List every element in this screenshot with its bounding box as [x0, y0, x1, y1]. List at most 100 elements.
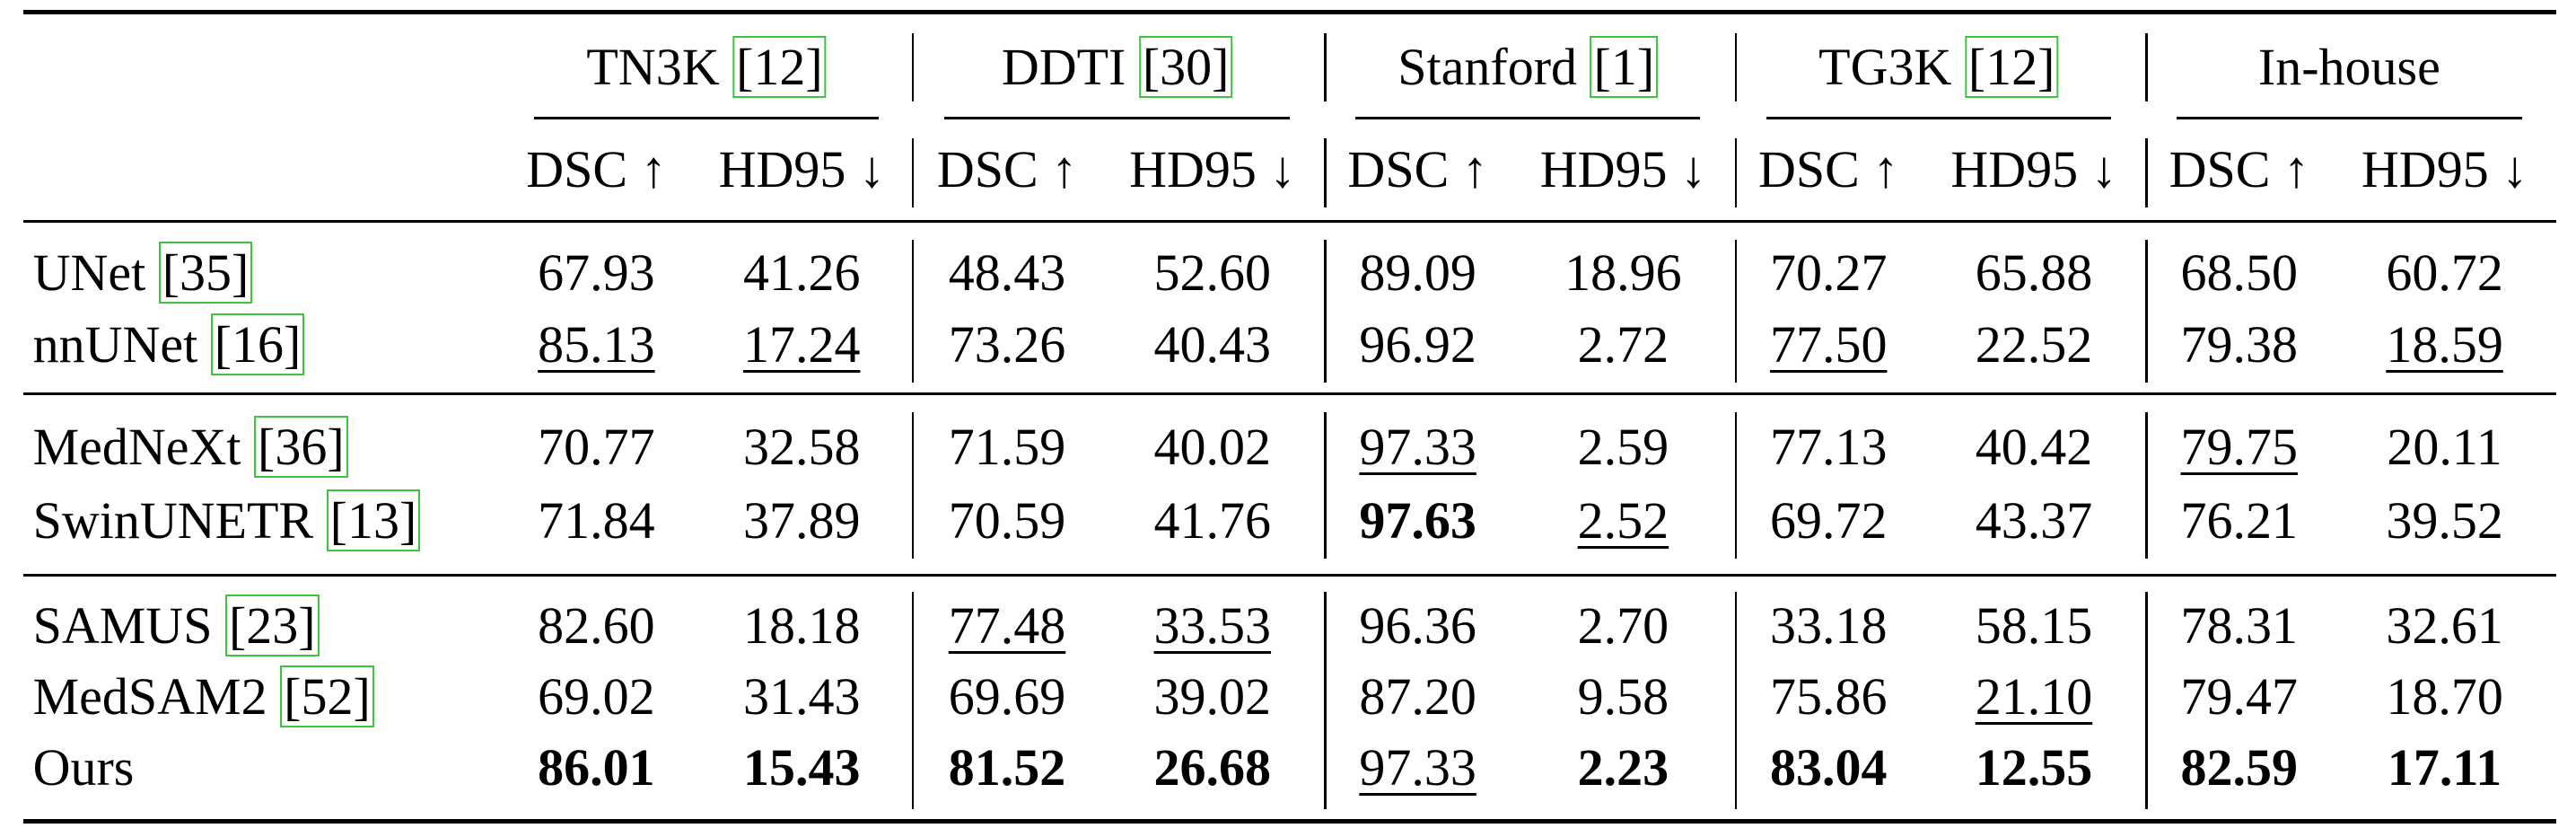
method-name: SAMUS [23]	[33, 595, 320, 657]
rule	[2145, 32, 2148, 102]
cell-value: 39.02	[1153, 667, 1272, 727]
cell-value: 83.04	[1769, 737, 1888, 797]
cell-value: 2.52	[1577, 491, 1669, 551]
cell-value: 2.72	[1577, 315, 1669, 374]
cell-value: 85.13	[538, 315, 655, 374]
rule	[2177, 116, 2522, 119]
cell-value: 70.27	[1769, 242, 1888, 302]
group-header: Stanford [1]	[1398, 36, 1659, 99]
cell-value: 96.92	[1359, 315, 1476, 374]
rule	[1734, 412, 1738, 559]
cell-value: 77.50	[1769, 315, 1888, 374]
metric-header: DSC ↑	[936, 139, 1078, 198]
rule	[1766, 116, 2111, 119]
cell-value: 21.10	[1975, 667, 2093, 727]
cell-value: 82.59	[2180, 737, 2299, 797]
metric-header: HD95 ↓	[2361, 139, 2528, 198]
cell-value: 31.43	[742, 667, 861, 727]
rule	[1324, 32, 1327, 102]
method-name: Ours	[33, 741, 135, 794]
metric-header: DSC ↑	[1758, 139, 1899, 198]
cell-value: 9.58	[1577, 667, 1669, 727]
cell-value: 18.18	[742, 596, 861, 656]
method-name: nnUNet [16]	[33, 313, 305, 376]
cell-value: 65.88	[1975, 242, 2093, 302]
metric-header: HD95 ↓	[1129, 139, 1296, 198]
cell-value: 69.72	[1769, 491, 1888, 551]
rule	[944, 116, 1290, 119]
cell-value: 79.38	[2180, 315, 2299, 374]
cell-value: 76.21	[2180, 491, 2299, 551]
group-header: TN3K [12]	[586, 36, 827, 99]
cell-value: 2.59	[1577, 417, 1669, 476]
cell-value: 68.50	[2180, 242, 2299, 302]
method: UNet	[32, 242, 146, 302]
cell-value: 97.63	[1359, 491, 1476, 551]
metric-header: HD95 ↓	[1539, 139, 1707, 198]
rule	[2145, 137, 2148, 207]
cell-value: 77.48	[948, 596, 1066, 656]
rule	[911, 240, 915, 383]
cell-value: 17.24	[742, 315, 861, 374]
metric-header: HD95 ↓	[1950, 139, 2117, 198]
cell-value: 69.02	[538, 667, 655, 727]
cell-value: 78.31	[2180, 596, 2299, 656]
metric-header: DSC ↑	[526, 139, 667, 198]
rule	[22, 220, 2557, 224]
citation: [23]	[224, 595, 320, 657]
rule	[2145, 591, 2148, 809]
rule	[2145, 240, 2148, 383]
cell-value: 82.60	[538, 596, 655, 656]
cell-value: 97.33	[1359, 417, 1476, 476]
cell-value: 73.26	[948, 315, 1066, 374]
method: MedSAM2	[32, 667, 267, 727]
method: SAMUS	[32, 596, 213, 656]
cell-value: 81.52	[948, 737, 1066, 797]
citation: [52]	[280, 665, 374, 728]
cell-value: 43.37	[1975, 491, 2093, 551]
rule	[1734, 32, 1738, 102]
group-header: In-house	[2258, 41, 2440, 93]
metric-header: HD95 ↓	[718, 139, 885, 198]
rule	[22, 9, 2557, 15]
cell-value: 86.01	[538, 737, 655, 797]
cell-value: 17.11	[2387, 737, 2502, 797]
dataset-name: TG3K	[1818, 38, 1952, 97]
rule	[1324, 412, 1327, 559]
citation: [12]	[1964, 36, 2059, 99]
cell-value: 18.70	[2386, 667, 2503, 727]
cell-value: 37.89	[742, 491, 861, 551]
cell-value: 75.86	[1769, 667, 1888, 727]
cell-value: 18.59	[2386, 315, 2503, 374]
method-name: MedNeXt [36]	[32, 415, 348, 478]
cell-value: 48.43	[948, 242, 1066, 302]
rule	[1324, 137, 1327, 207]
cell-value: 20.11	[2387, 417, 2502, 476]
citation: [35]	[158, 241, 253, 304]
cell-value: 79.47	[2180, 667, 2299, 727]
rule	[533, 116, 880, 119]
method-name: UNet [35]	[33, 241, 253, 304]
cell-value: 52.60	[1153, 242, 1272, 302]
method: MedNeXt	[32, 417, 241, 476]
citation: [16]	[210, 313, 305, 376]
rule	[1734, 240, 1738, 383]
group-header: TG3K [12]	[1818, 36, 2059, 99]
method-name: SwinUNETR [13]	[33, 489, 421, 552]
group-header: DDTI [30]	[1001, 36, 1233, 99]
rule	[1324, 591, 1327, 809]
dataset-name: DDTI	[1001, 38, 1126, 97]
dataset-name: In-house	[2257, 38, 2440, 97]
cell-value: 2.23	[1577, 737, 1669, 797]
rule	[1324, 240, 1327, 383]
rule	[22, 818, 2557, 824]
cell-value: 41.76	[1153, 491, 1272, 551]
method: Ours	[32, 737, 135, 797]
citation: [36]	[254, 415, 348, 478]
cell-value: 40.43	[1153, 315, 1272, 374]
rule	[2145, 412, 2148, 559]
cell-value: 33.53	[1153, 596, 1272, 656]
rule	[1734, 137, 1738, 207]
rule	[1734, 591, 1738, 809]
